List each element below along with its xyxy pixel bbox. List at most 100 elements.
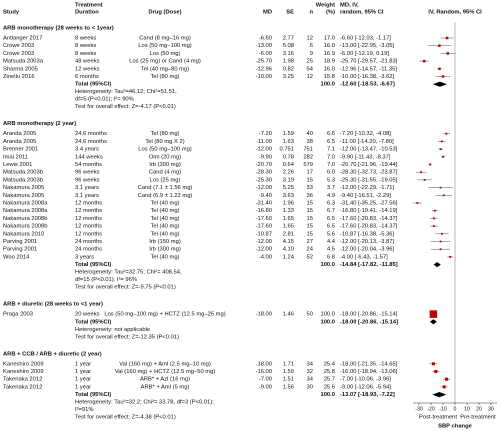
table-cell: Nakamura 2008b [3,216,47,222]
table-cell: 34 [307,377,314,383]
table-cell: Parving 2001 [3,239,37,245]
table-cell: 282 [303,154,313,160]
side-label: Pre-treatment [460,415,496,421]
table-cell: -6.60 [259,36,272,42]
side-label: Post-treatment [419,415,457,421]
table-cell: -31.40 [-35.25, -27.56] [340,201,398,207]
table-cell: 4.4 [327,239,336,245]
x-tick-label: -10 [439,406,447,412]
table-cell: 17.0 [324,36,335,42]
table-cell: Takenaka 2012 [3,377,42,383]
table-cell: 34 [307,361,314,367]
total-cell: 100.0 [320,262,335,268]
table-cell: 2.77 [283,36,294,42]
x-tick-label: -30 [415,406,423,412]
table-cell: Irb (300 mg) [149,162,181,168]
table-cell: -4.00 [259,254,272,260]
table-cell: -6.00 [259,51,272,57]
table-cell: Nakamura 2010 [3,231,44,237]
effect-square [440,140,443,143]
table-cell: 17 [307,170,313,176]
table-cell: -13.00 [256,43,272,49]
table-cell: -11.00 [-14.20, -7.80] [340,139,394,145]
table-cell: Zinellu 2016 [3,74,35,80]
table-cell: Aranda 2005 [3,139,36,145]
table-cell: Brenner 2001 [3,147,38,153]
table-cell: Tel (40 mg) [151,224,180,230]
column-header: Treatment [75,3,103,9]
total-cell: -14.84 [-17.82, -11.85] [340,262,398,268]
table-cell: Crowe 2003 [3,51,34,57]
table-cell: Kaneshiro 2009 [3,369,44,375]
total-diamond [432,392,447,398]
table-cell: Nakamura 2005 [3,193,44,199]
table-cell: ARB* + Aml (5 mg) [141,384,190,390]
table-cell: 100.0 [320,312,335,318]
table-cell: 3.63 [283,193,294,199]
effect-square [431,362,435,366]
table-cell: 751 [303,147,313,153]
table-cell: 6 [310,43,313,49]
table-cell: -12.00 [256,185,272,191]
table-cell: 54 months [75,162,102,168]
effect-square [434,369,438,374]
table-cell: -25.70 [-29.57, -21.83] [340,59,398,65]
table-cell: Tel (40 mg) [151,231,180,237]
table-cell: 24.6 months [75,131,107,137]
table-cell: 15 [307,216,313,222]
plot-title: IV, Random, 95% CI [428,10,482,16]
table-cell: 15 [307,231,313,237]
table-cell: 5.08 [283,43,294,49]
table-cell: -18.00 [-21.35, -14.65] [340,361,398,367]
effect-square [439,248,442,251]
table-cell: 40 [307,131,313,137]
table-cell: 25.7 [324,377,335,383]
table-cell: 7.0 [327,154,335,160]
table-cell: 7.1 [327,147,335,153]
table-cell: 16.0 [324,43,335,49]
table-cell: 2.26 [283,170,294,176]
group-title: ARB monotherapy (28 weeks to < 1year) [3,26,114,32]
table-cell: -6.60 [-12.03, -1.17] [340,36,391,42]
effect-square [438,44,441,47]
table-cell: 12 months [75,216,102,222]
table-cell: Tel (40 mg) [151,254,180,260]
column-header: Study [3,10,20,16]
table-cell: -12.00 [-20.13, -3.87] [340,239,395,245]
table-cell: Takenaka 2012 [3,384,42,390]
table-cell: 1.63 [283,139,294,145]
table-cell: -25.30 [256,177,272,183]
table-cell: -18.00 [256,361,272,367]
table-cell: -17.60 [256,216,272,222]
table-cell: 50 [307,312,313,318]
table-cell: ARB* + Azl (16 mg) [140,377,190,383]
table-cell: 1 year [75,384,91,390]
table-cell: 24 months [75,247,102,253]
table-cell: 15 [307,177,313,183]
table-cell: 12 [307,36,313,42]
table-cell: 2.81 [283,231,294,237]
table-cell: Los (50 mg) [150,51,181,57]
table-cell: 1.56 [283,384,294,390]
total-cell: 100.0 [320,319,335,325]
effect-square [442,194,445,197]
note: Test for overall effect: Z=-4.38 (P<0.01… [75,415,176,421]
table-cell: 4.9 [327,193,335,199]
total-cell: Total (95%CI) [75,82,111,88]
table-cell: -16.80 [-19.41, -14.19] [340,208,398,214]
table-cell: Irb (300 mg) [149,247,181,253]
table-cell: Los (50 mg–100 mg) [138,43,192,49]
x-tick-label: 30 [488,406,494,412]
table-cell: 12 months [75,231,102,237]
x-axis-label: SBP change [438,424,472,430]
note: Test for overall effect: Z=-4.17 (P<0.01… [75,104,176,110]
table-cell: Tel (80 mg) [151,131,180,137]
table-cell: 8 weeks [75,43,96,49]
effect-square [445,132,448,135]
total-cell: 100.0 [320,82,335,88]
effect-square [441,232,443,235]
group-title: ARB + CCB / ARB + diuretic (2 year) [3,351,102,357]
table-cell: -28.30 [-32.73, -23.87] [340,170,398,176]
table-cell: 1.50 [283,369,294,375]
